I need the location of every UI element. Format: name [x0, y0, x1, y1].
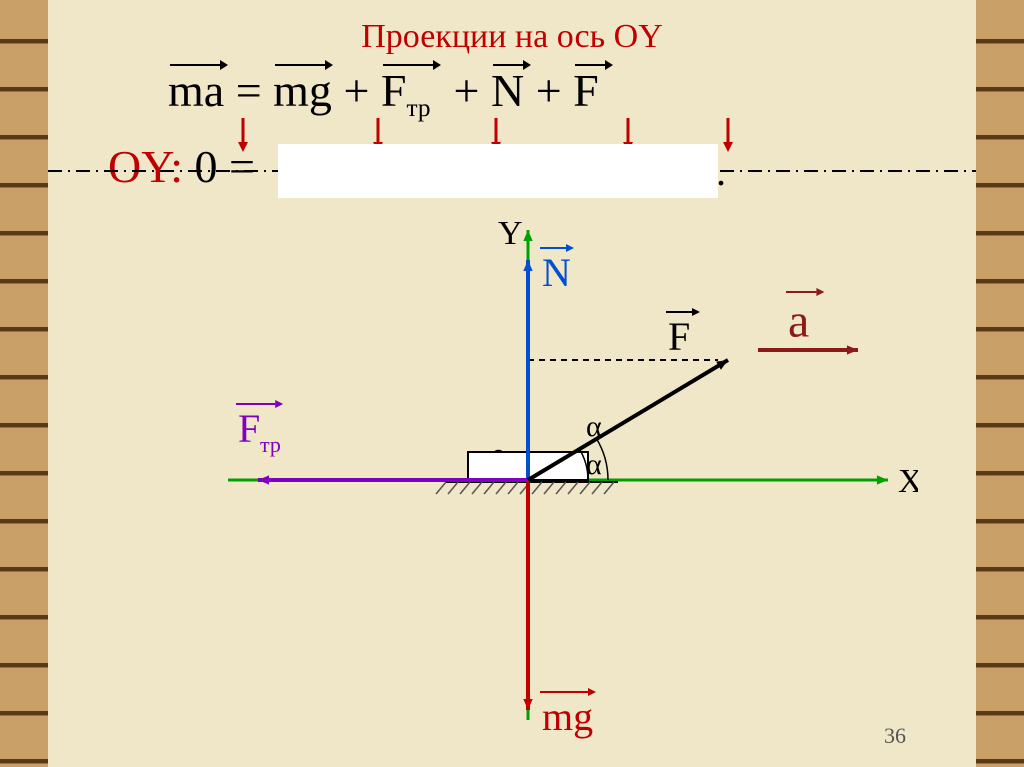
eq1-plus1: +	[343, 65, 369, 116]
svg-text:тр: тр	[260, 432, 281, 457]
eq1-ftr-text: F	[381, 65, 407, 116]
eq1-n: N	[491, 64, 524, 117]
eq1-equals: =	[236, 65, 262, 116]
svg-text:Y: Y	[498, 220, 523, 252]
eq1-ftr: Fтр	[381, 64, 431, 123]
eq1-f: F	[573, 64, 599, 117]
vector-equation: ma = mg + Fтр + N + F	[168, 64, 599, 123]
page-number: 36	[884, 723, 906, 749]
eq1-plus2: +	[454, 65, 480, 116]
svg-text:N: N	[542, 250, 571, 295]
eq1-mg-text: mg	[273, 65, 332, 116]
eq2-equals: =	[229, 141, 255, 192]
slide-content: Проекции на ось OY ma = mg + Fтр + N + F	[48, 0, 976, 767]
eq1-ftr-sub: тр	[406, 94, 430, 122]
whiteout-trail: .	[716, 148, 726, 195]
eq1-mg: mg	[273, 64, 332, 117]
slide-title: Проекции на ось OY	[361, 18, 663, 56]
eq1-plus3: +	[536, 65, 562, 116]
svg-text:a: a	[788, 294, 809, 347]
whiteout-block	[278, 144, 718, 198]
svg-text:mg: mg	[542, 694, 593, 739]
svg-text:F: F	[668, 314, 690, 359]
svg-text:F: F	[238, 406, 260, 451]
eq1-f-text: F	[573, 65, 599, 116]
svg-text:α: α	[586, 448, 602, 481]
eq1-lhs-text: ma	[168, 65, 224, 116]
eq2-lhs: 0	[195, 141, 218, 192]
oy-projection-equation: OY: 0 =	[108, 140, 255, 193]
force-diagram: XY0ααNmgFтрFa	[198, 220, 918, 740]
diagram-svg: XY0ααNmgFтрFa	[198, 220, 918, 740]
svg-text:X: X	[898, 463, 918, 500]
eq1-n-text: N	[491, 65, 524, 116]
eq2-prefix: OY:	[108, 141, 183, 192]
eq1-ma: ma	[168, 64, 224, 117]
